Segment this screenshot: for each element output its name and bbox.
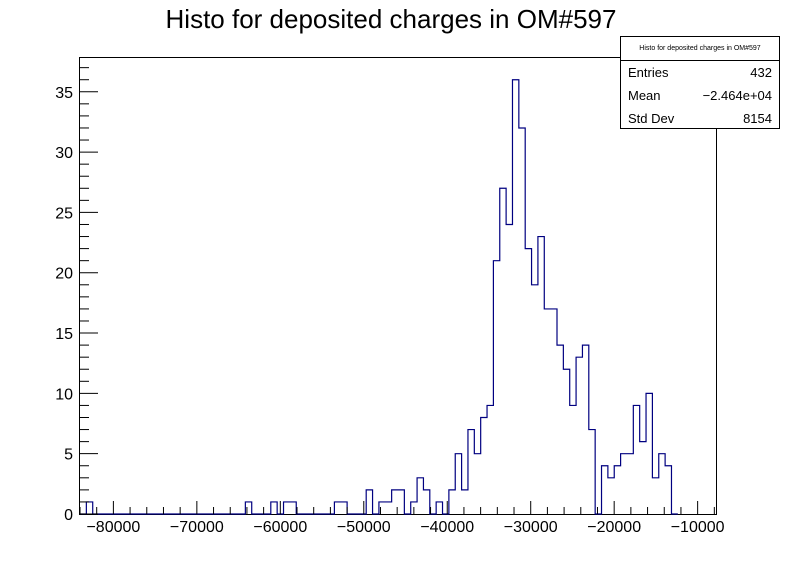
histogram-bin: [602, 466, 608, 514]
y-tick-label: 30: [55, 145, 73, 162]
x-tick-label: −10000: [671, 519, 725, 536]
histogram-bin: [462, 490, 468, 514]
y-tick-label: 0: [64, 507, 73, 524]
histogram-bin: [474, 454, 480, 514]
stats-entries-label: Entries: [628, 65, 669, 80]
histogram-bin: [557, 345, 563, 514]
histogram-bin: [627, 454, 633, 514]
histogram-bin: [582, 345, 588, 514]
histogram-bin: [525, 249, 531, 514]
histogram-bin: [455, 454, 461, 514]
chart-title: Histo for deposited charges in OM#597: [166, 4, 617, 34]
stats-mean-value: −2.464e+04: [703, 88, 772, 103]
histogram-bin: [563, 369, 569, 514]
histogram-bin: [468, 430, 474, 514]
histogram: [80, 79, 678, 515]
stats-stddev-label: Std Dev: [628, 111, 675, 126]
histogram-bin: [665, 466, 671, 514]
histogram-bin: [481, 417, 487, 514]
stats-mean-label: Mean: [628, 88, 661, 103]
histogram-bin: [633, 405, 639, 514]
histogram-bin: [519, 128, 525, 514]
y-axis: 0 5 10 15 20 25 30 35: [55, 67, 98, 524]
histogram-bin: [423, 490, 429, 514]
histogram-bin: [449, 490, 455, 514]
histogram-bin: [500, 188, 506, 514]
histogram-bin: [290, 502, 296, 514]
y-tick-label: 10: [55, 386, 73, 403]
histogram-bin: [659, 454, 665, 514]
histogram-bin: [436, 502, 442, 514]
x-tick-label: −70000: [170, 519, 224, 536]
stats-box-frame: [620, 36, 780, 129]
histogram-bin: [652, 478, 658, 514]
histogram-bin: [621, 454, 627, 514]
histogram-bin: [398, 490, 404, 514]
stats-box: Histo for deposited charges in OM#597 En…: [620, 36, 780, 129]
x-axis: −80000 −70000 −60000 −50000 −40000 −30000 −200…: [79, 501, 725, 536]
histogram-bin: [271, 502, 277, 514]
histogram-bin: [506, 224, 512, 514]
histogram-bin: [379, 502, 385, 514]
histogram-bin: [646, 393, 652, 514]
y-tick-label: 25: [55, 205, 73, 222]
histogram-bin: [576, 357, 582, 514]
histogram-outline: [80, 79, 678, 515]
histogram-bin: [551, 309, 557, 514]
histogram-bin: [284, 502, 290, 514]
x-tick-label: −60000: [253, 519, 307, 536]
x-tick-label: −50000: [337, 519, 391, 536]
stats-title: Histo for deposited charges in OM#597: [639, 45, 761, 52]
y-tick-label: 5: [64, 447, 73, 464]
histogram-bin: [614, 466, 620, 514]
plot-frame: [79, 57, 717, 515]
histogram-bin: [366, 490, 372, 514]
y-tick-label: 35: [55, 85, 73, 102]
y-tick-label: 15: [55, 326, 73, 343]
histogram-bin: [341, 502, 347, 514]
histogram-bin: [493, 261, 499, 514]
stats-entries-value: 432: [750, 65, 772, 80]
x-tick-label: −80000: [86, 519, 140, 536]
histogram-bin: [544, 309, 550, 514]
histogram-bin: [608, 478, 614, 514]
x-tick-label: −40000: [420, 519, 474, 536]
x-tick-label: −30000: [504, 519, 558, 536]
histogram-bin: [570, 405, 576, 514]
histogram-bin: [512, 80, 518, 514]
histogram-bin: [334, 502, 340, 514]
histogram-bin: [86, 502, 92, 514]
histogram-bin: [385, 502, 391, 514]
y-tick-label: 20: [55, 266, 73, 283]
stats-stddev-value: 8154: [743, 111, 772, 126]
histogram-bin: [589, 430, 595, 514]
histogram-bin: [538, 237, 544, 514]
histogram-bin: [640, 442, 646, 514]
histogram-bin: [532, 285, 538, 514]
histogram-bin: [245, 502, 251, 514]
x-tick-label: −20000: [587, 519, 641, 536]
histogram-bin: [417, 478, 423, 514]
histogram-bin: [487, 405, 493, 514]
